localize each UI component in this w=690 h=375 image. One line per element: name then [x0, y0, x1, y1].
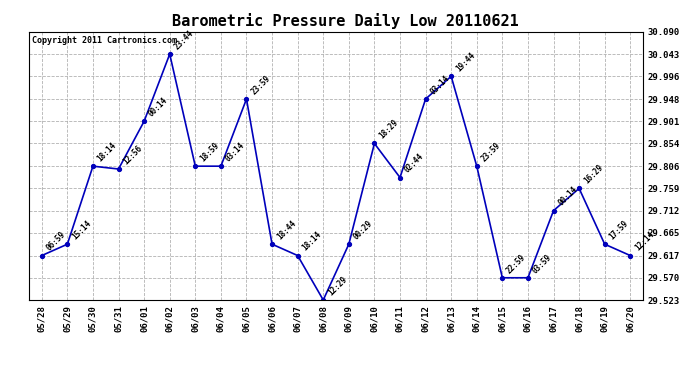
Text: 15:14: 15:14 [70, 219, 93, 242]
Text: 18:29: 18:29 [377, 118, 400, 141]
Text: 16:29: 16:29 [582, 163, 604, 186]
Text: 12:56: 12:56 [121, 144, 144, 166]
Text: 03:59: 03:59 [531, 252, 553, 275]
Text: 23:59: 23:59 [249, 74, 272, 96]
Text: 02:44: 02:44 [403, 152, 426, 175]
Text: 00:14: 00:14 [147, 96, 170, 118]
Text: 19:44: 19:44 [454, 51, 477, 74]
Text: 03:14: 03:14 [428, 74, 451, 96]
Text: Barometric Pressure Daily Low 20110621: Barometric Pressure Daily Low 20110621 [172, 13, 518, 29]
Text: 17:59: 17:59 [607, 219, 630, 242]
Text: 00:29: 00:29 [352, 219, 374, 242]
Text: 06:59: 06:59 [45, 230, 67, 253]
Text: 23:59: 23:59 [480, 141, 502, 164]
Text: 12:14: 12:14 [633, 230, 656, 253]
Text: 18:44: 18:44 [275, 219, 297, 242]
Text: 12:29: 12:29 [326, 274, 348, 297]
Text: 18:14: 18:14 [96, 141, 119, 164]
Text: 03:14: 03:14 [224, 141, 246, 164]
Text: 22:59: 22:59 [505, 252, 528, 275]
Text: 18:59: 18:59 [198, 141, 221, 164]
Text: 00:14: 00:14 [556, 185, 579, 208]
Text: 18:14: 18:14 [300, 230, 323, 253]
Text: Copyright 2011 Cartronics.com: Copyright 2011 Cartronics.com [32, 36, 177, 45]
Text: 23:44: 23:44 [172, 28, 195, 51]
